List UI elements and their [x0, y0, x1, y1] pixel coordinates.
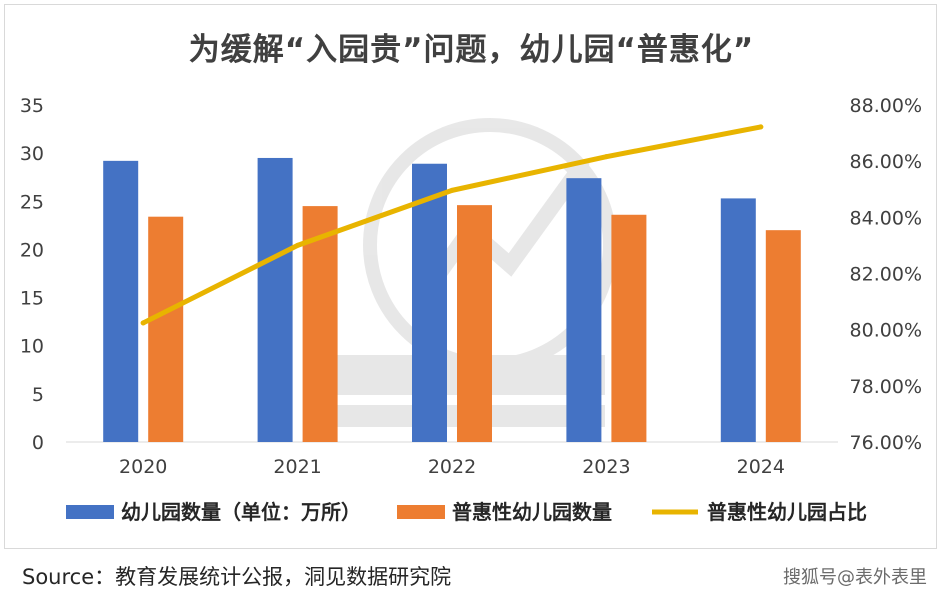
y-right-tick-label: 80.00%: [850, 320, 922, 342]
y-left-tick-label: 30: [20, 143, 44, 165]
bar-kindergarten-count: [103, 160, 139, 443]
line-point: [140, 320, 146, 326]
x-tick-label: 2021: [273, 456, 321, 478]
bar-kindergarten-count: [412, 163, 447, 442]
bar-kindergarten-count: [566, 178, 602, 443]
bar-kindergarten-count: [257, 157, 293, 442]
line-inclusive-ratio: [140, 124, 764, 326]
legend-swatch: [66, 505, 114, 519]
bar-kindergarten-count: [720, 198, 756, 442]
x-tick-label: 2022: [428, 456, 476, 478]
bar-inclusive-count: [457, 205, 492, 442]
x-tick-label: 2024: [737, 456, 785, 478]
legend-swatch: [397, 505, 445, 519]
bar-inclusive-count: [148, 216, 184, 442]
y-right-tick-label: 86.00%: [850, 151, 922, 173]
bar-inclusive-count: [302, 206, 338, 442]
y-right-tick-label: 82.00%: [850, 264, 922, 286]
y-left-tick-label: 20: [20, 239, 44, 261]
y-left-tick-label: 10: [20, 336, 44, 358]
y-left-tick-label: 0: [32, 432, 44, 454]
y-left-tick-label: 5: [32, 384, 44, 406]
line-point: [758, 124, 764, 130]
y-left-tick-label: 25: [20, 191, 44, 213]
source-note: Source：教育发展统计公报，洞见数据研究院: [22, 565, 452, 589]
line-point: [603, 154, 609, 160]
chart-title: 为缓解“入园贵”问题，幼儿园“普惠化”: [188, 32, 755, 68]
legend-label: 普惠性幼儿园数量: [452, 500, 612, 524]
bar-inclusive-count: [611, 214, 647, 442]
y-right-tick-label: 76.00%: [850, 432, 922, 454]
y-right-tick-label: 78.00%: [850, 376, 922, 398]
sohu-watermark: 搜狐号@表外表里: [783, 567, 927, 588]
y-left-tick-label: 15: [20, 288, 44, 310]
line-point: [295, 242, 301, 248]
legend-label: 普惠性幼儿园占比: [707, 500, 867, 524]
x-tick-label: 2020: [119, 456, 167, 478]
y-right-tick-label: 88.00%: [850, 95, 922, 117]
bar-inclusive-count: [765, 230, 801, 442]
line-point: [449, 187, 455, 193]
y-left-tick-label: 35: [20, 95, 44, 117]
legend-label: 幼儿园数量（单位：万所）: [121, 500, 361, 524]
x-tick-label: 2023: [582, 456, 630, 478]
y-right-tick-label: 84.00%: [850, 207, 922, 229]
